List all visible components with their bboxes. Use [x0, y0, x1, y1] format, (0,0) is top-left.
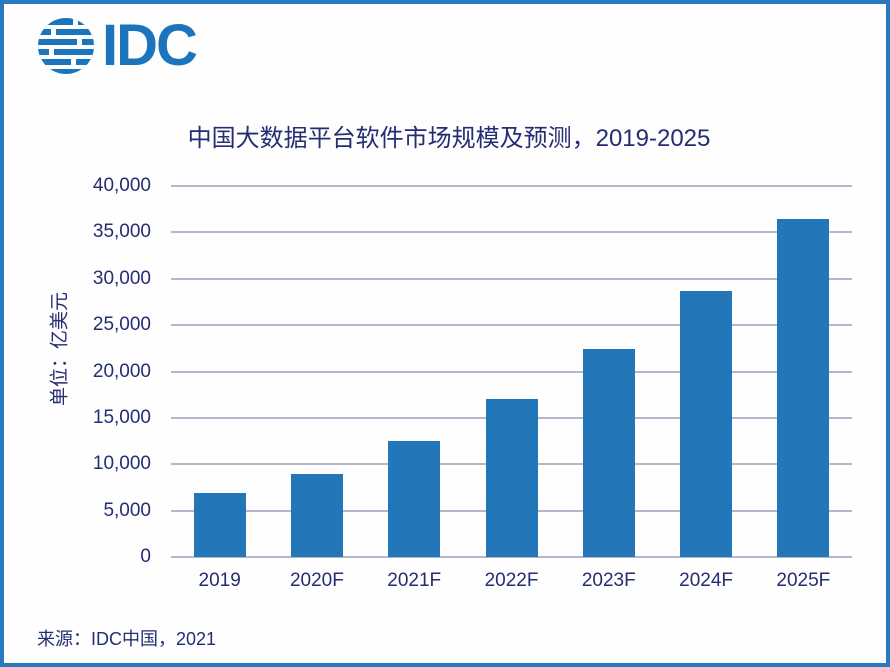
y-tick-label: 35,000 — [92, 221, 151, 243]
x-tick-label: 2023F — [581, 570, 636, 591]
bar-2022F — [485, 399, 538, 557]
y-tick-label: 15,000 — [92, 406, 151, 428]
y-tick-label: 30,000 — [92, 267, 151, 289]
x-tick-label: 2025F — [776, 570, 831, 591]
gridline — [171, 231, 852, 234]
x-tick-label: 2024F — [679, 570, 733, 591]
gridline — [171, 370, 852, 373]
gridline — [171, 277, 852, 280]
plot-area — [171, 185, 852, 558]
y-tick-label: 40,000 — [92, 175, 151, 196]
chart-title: 中国大数据平台软件市场规模及预测，2019-2025 — [187, 125, 711, 152]
gridline — [171, 556, 852, 558]
bar-2024F — [680, 291, 733, 557]
bar-2019 — [193, 493, 246, 557]
idc-logo: IDC — [37, 13, 198, 78]
x-tick-label: 2019 — [198, 570, 241, 591]
bar-2025F — [777, 219, 830, 557]
bar-2023F — [582, 349, 635, 557]
y-tick-label: 25,000 — [92, 314, 151, 336]
bar-2021F — [388, 441, 441, 557]
y-tick-label: 10,000 — [92, 453, 151, 475]
gridline — [171, 185, 852, 187]
y-tick-label: 20,000 — [92, 360, 151, 382]
x-axis-labels: 2019 2020F 2021F 2022F 2023F 2024F 2025F — [171, 570, 852, 596]
bar-2020F — [290, 474, 343, 557]
source-note: 来源：IDC中国，2021 — [37, 629, 217, 649]
striped-globe-icon — [38, 18, 94, 74]
x-tick-label: 2022F — [484, 570, 539, 591]
x-tick-label: 2020F — [289, 570, 344, 591]
y-tick-label: 5,000 — [103, 499, 151, 521]
y-axis-tick-labels: 40,000 35,000 30,000 25,000 20,000 15,000 10,0… — [4, 175, 151, 567]
idc-logo-text: IDC — [102, 13, 198, 78]
y-tick-label: 0 — [140, 546, 151, 567]
gridline — [171, 324, 852, 327]
x-tick-label: 2021F — [387, 570, 442, 591]
